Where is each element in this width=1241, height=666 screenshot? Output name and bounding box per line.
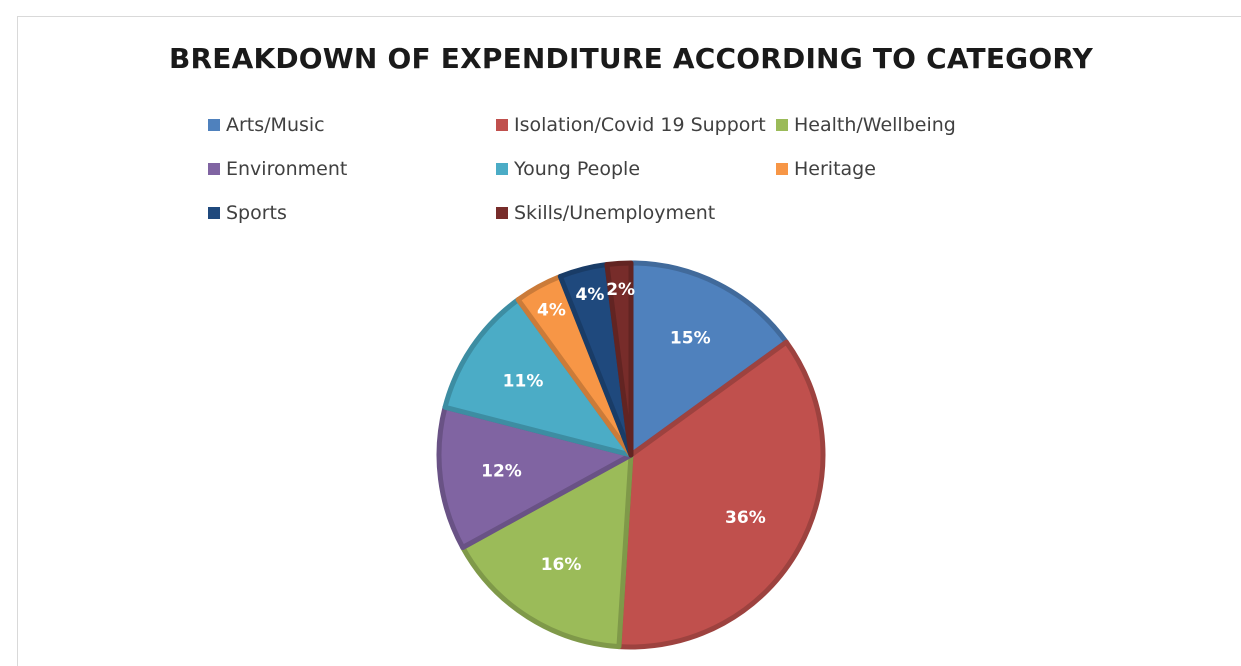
legend-label: Arts/Music: [226, 114, 325, 136]
legend-swatch: [776, 163, 788, 175]
legend-label: Skills/Unemployment: [514, 202, 716, 224]
pie-slice: [442, 297, 634, 458]
legend-swatch: [208, 207, 220, 219]
slice-data-label: 4%: [575, 285, 604, 305]
slice-data-label: 36%: [725, 508, 766, 528]
legend-label: Isolation/Covid 19 Support: [514, 114, 766, 136]
chart-frame: [17, 16, 1241, 666]
slice-data-label: 4%: [537, 300, 566, 320]
legend-item: Isolation/Covid 19 Support: [496, 113, 766, 137]
legend-item: Health/Wellbeing: [776, 113, 956, 137]
legend-swatch: [496, 119, 508, 131]
legend-label: Health/Wellbeing: [794, 114, 956, 136]
legend: Arts/Music Isolation/Covid 19 Support Heal…: [0, 0, 1241, 240]
legend-label: Sports: [226, 202, 287, 224]
legend-swatch: [208, 163, 220, 175]
legend-swatch: [496, 207, 508, 219]
pie-slice: [436, 404, 634, 550]
pie-slice: [628, 260, 789, 458]
legend-item: Sports: [208, 201, 287, 225]
legend-item: Heritage: [776, 157, 876, 181]
slice-data-label: 12%: [481, 461, 522, 481]
legend-item: Skills/Unemployment: [496, 201, 715, 225]
legend-swatch: [496, 163, 508, 175]
slice-data-label: 15%: [670, 329, 711, 349]
legend-item: Young People: [496, 157, 640, 181]
slice-data-label: 11%: [503, 372, 544, 392]
slice-data-label: 2%: [606, 280, 635, 300]
legend-swatch: [776, 119, 788, 131]
legend-item: Arts/Music: [208, 113, 325, 137]
legend-label: Environment: [226, 158, 348, 180]
pie-slice: [616, 339, 826, 650]
pie-slice: [604, 260, 634, 458]
legend-item: Environment: [208, 157, 347, 181]
legend-label: Heritage: [794, 158, 876, 180]
legend-label: Young People: [514, 158, 641, 180]
pie-slice: [460, 452, 634, 650]
chart-title: BREAKDOWN OF EXPENDITURE ACCORDING TO CA…: [168, 42, 1094, 75]
slice-data-label: 16%: [541, 555, 582, 575]
legend-swatch: [208, 119, 220, 131]
